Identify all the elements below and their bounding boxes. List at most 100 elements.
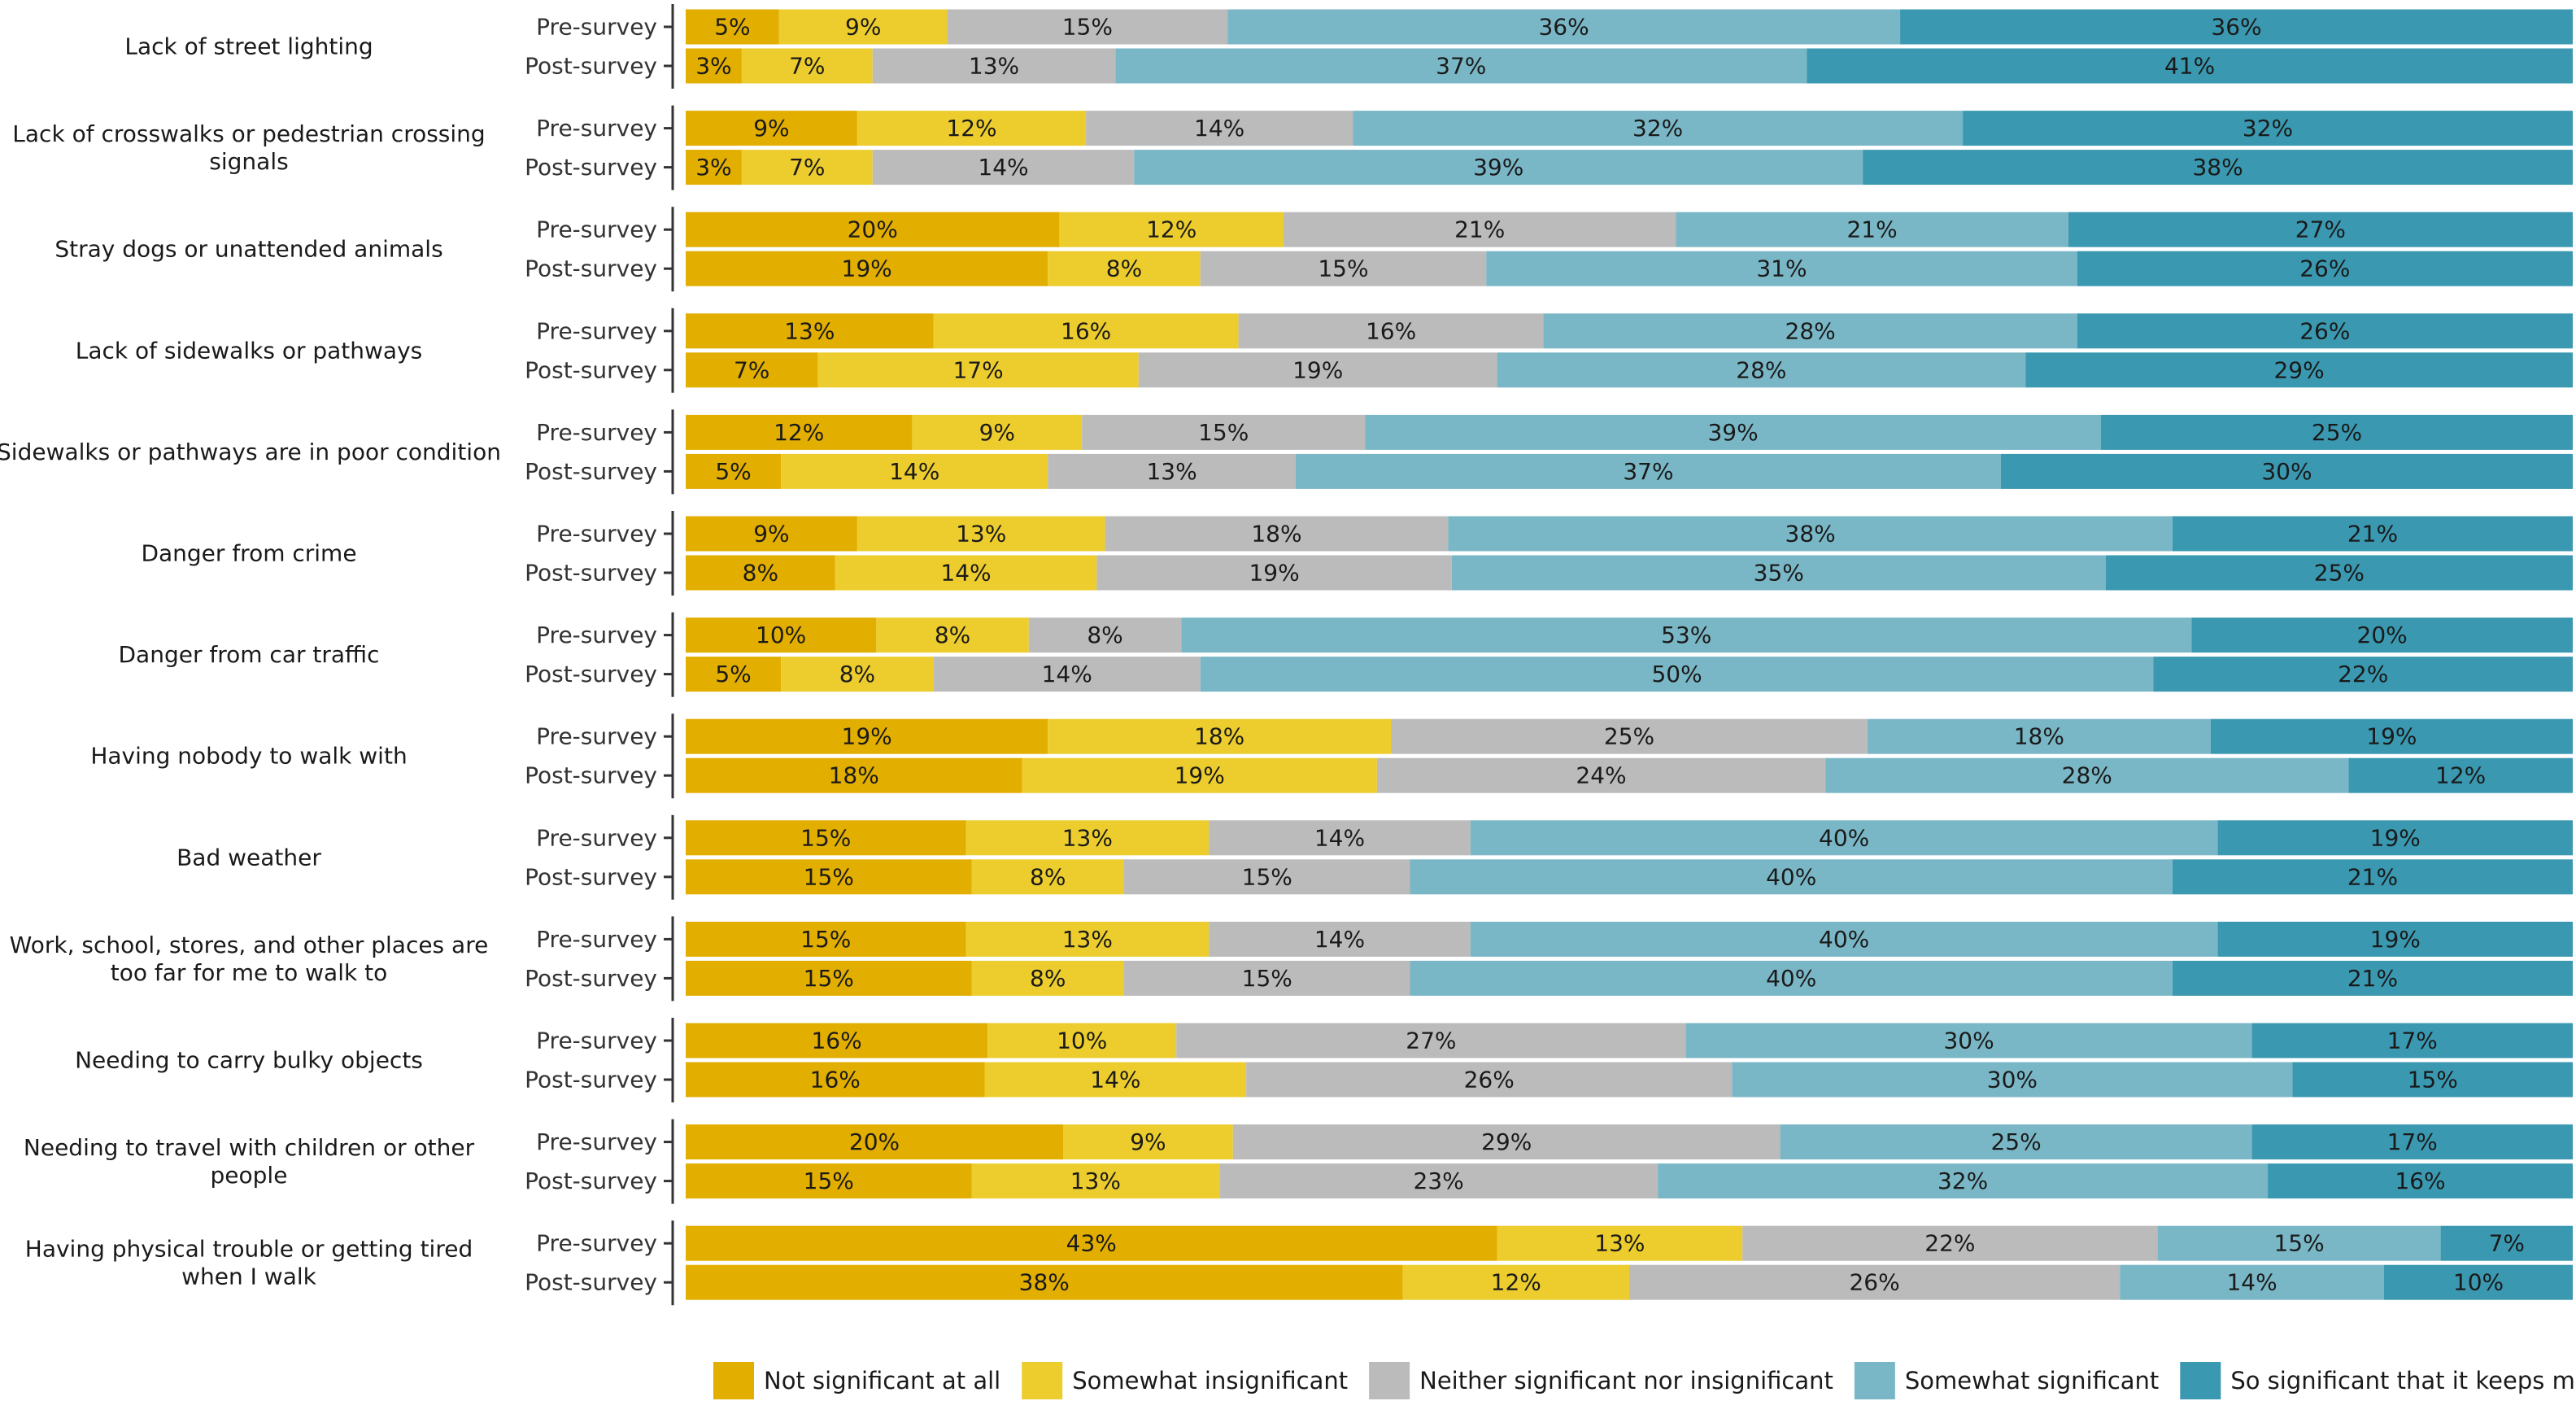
data-label: 26% [2299, 255, 2350, 282]
bar-segment [872, 48, 1116, 84]
data-label: 24% [1576, 762, 1626, 789]
data-label: 13% [969, 53, 1019, 80]
bar-segment [1402, 1264, 1629, 1300]
data-label: 8% [1030, 965, 1066, 992]
bar-segment [2172, 516, 2573, 552]
bar-segment [1048, 718, 1392, 754]
pre-survey-label: Pre-survey [536, 824, 657, 851]
bar-segment [778, 9, 948, 45]
post-survey-label: Post-survey [525, 255, 657, 282]
data-label: 19% [1249, 560, 1299, 587]
post-survey-label: Post-survey [525, 356, 657, 383]
data-label: 30% [1943, 1028, 1994, 1054]
data-label: 38% [2192, 154, 2243, 181]
legend-swatch [713, 1362, 754, 1399]
bar-segment [1176, 1023, 1686, 1058]
bar-segment [2440, 1225, 2573, 1261]
post-survey-label: Post-survey [525, 661, 657, 687]
bar-segment [686, 352, 818, 388]
data-label: 12% [1491, 1269, 1541, 1296]
pre-survey-label: Pre-survey [536, 622, 657, 648]
category-label: Having nobody to walk with [90, 743, 407, 770]
bar-segment [971, 1163, 1220, 1199]
category-label: Needing to carry bulky objects [75, 1047, 423, 1074]
data-label: 14% [1194, 115, 1244, 142]
data-label: 12% [2435, 762, 2486, 789]
pre-survey-label: Pre-survey [536, 1230, 657, 1257]
data-label: 22% [1924, 1230, 1975, 1257]
data-label: 10% [2453, 1269, 2504, 1296]
data-label: 25% [1990, 1128, 2041, 1155]
category-label: too far for me to walk to [111, 959, 387, 986]
data-label: 25% [1604, 723, 1654, 750]
data-label: 9% [753, 521, 789, 548]
bar-segment [686, 657, 782, 692]
data-label: 43% [1066, 1230, 1117, 1257]
legend: Not significant at all Somewhat insignifi… [713, 1362, 2576, 1399]
legend-label: So significant that it keeps me from wal… [2230, 1367, 2576, 1394]
bar-segment [1963, 111, 2573, 146]
post-survey-label: Post-survey [525, 53, 657, 80]
bar-segment [835, 555, 1097, 591]
data-label: 15% [804, 965, 854, 992]
bar-segment [965, 921, 1210, 957]
data-label: 18% [1251, 521, 1301, 548]
category-label: signals [209, 148, 288, 175]
category-label: Danger from crime [141, 540, 356, 567]
pre-survey-label: Pre-survey [536, 317, 657, 344]
bar-segment [686, 1124, 1063, 1160]
data-label: 19% [2370, 824, 2421, 851]
data-label: 13% [956, 521, 1006, 548]
data-label: 32% [2243, 115, 2293, 142]
data-label: 38% [1019, 1269, 1070, 1296]
bar-segment [2077, 313, 2573, 349]
data-label: 19% [2370, 926, 2421, 953]
bar-segment [2077, 251, 2573, 286]
bar-segment [686, 9, 779, 45]
bar-segment [1391, 718, 1868, 754]
data-label: 18% [1194, 723, 1244, 750]
data-label: 7% [734, 356, 769, 383]
legend-label: Somewhat insignificant [1072, 1367, 1348, 1394]
legend-swatch [2180, 1362, 2221, 1399]
bar-segment [686, 1023, 988, 1058]
data-label: 16% [1366, 317, 1416, 344]
data-label: 15% [800, 824, 851, 851]
bar-segment [1048, 453, 1296, 489]
data-label: 40% [1819, 824, 1869, 851]
bar-segment [1629, 1264, 2121, 1300]
data-label: 12% [1146, 216, 1196, 243]
data-label: 28% [1785, 317, 1836, 344]
category-label: people [211, 1162, 288, 1189]
bar-segment [1742, 1225, 2158, 1261]
bar-segment [686, 150, 742, 185]
data-label: 53% [1661, 622, 1711, 648]
bar-segment [686, 414, 913, 450]
category-label: Bad weather [177, 844, 321, 871]
data-label: 15% [804, 863, 854, 890]
legend-label: Not significant at all [764, 1367, 1000, 1394]
category-label: Work, school, stores, and other places a… [10, 932, 489, 958]
bar-segment [984, 1062, 1247, 1098]
data-label: 28% [1736, 356, 1786, 383]
data-label: 29% [1481, 1128, 1532, 1155]
data-label: 21% [2347, 965, 2398, 992]
data-label: 5% [715, 458, 751, 485]
bar-segment [2172, 960, 2573, 996]
post-survey-label: Post-survey [525, 1168, 657, 1194]
post-survey-label: Post-survey [525, 560, 657, 587]
pre-survey-label: Pre-survey [536, 115, 657, 142]
bar-segment [933, 657, 1201, 692]
bar-segment [1780, 1124, 2252, 1160]
data-label: 8% [935, 622, 970, 648]
bar-segment [1209, 921, 1471, 957]
bar-segment [686, 516, 857, 552]
bar-segment [1115, 48, 1807, 84]
bar-segment [2105, 555, 2573, 591]
bar-segment [686, 453, 782, 489]
data-label: 7% [2489, 1230, 2525, 1257]
legend-swatch [1369, 1362, 1410, 1399]
data-label: 12% [946, 115, 996, 142]
bar-segment [686, 48, 742, 84]
bar-segment [686, 212, 1060, 247]
